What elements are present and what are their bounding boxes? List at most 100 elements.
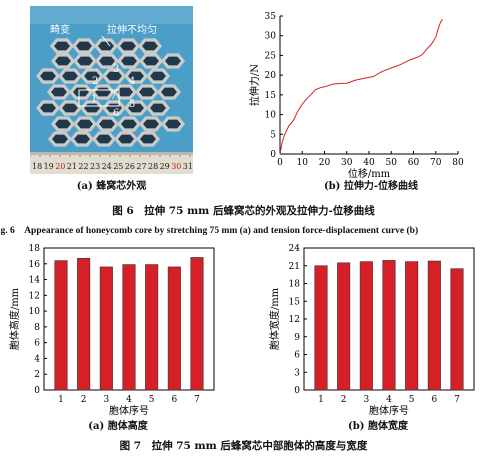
curve-y-tick-label: 30 [265,32,277,42]
cell-number-2: 2 [92,76,98,87]
honeycomb-cell [47,131,73,147]
label-warp: 畸变 [50,23,70,36]
honeycomb-photo: 18 19 20 21 22 23 24 25 26 27 28 29 30 31 畸变 拉伸不均匀 1 … [30,6,193,174]
bar-y-tick-label: 10 [29,307,41,317]
honeycomb-cell [160,116,186,132]
bar-y-tick-label: 18 [29,244,41,254]
honeycomb-cell [46,84,72,100]
honeycomb-cell [35,100,61,116]
bar-7 [450,268,464,391]
bar-7 [190,257,204,391]
honeycomb-cell [135,131,161,147]
curve-y-tick-label: 0 [270,150,276,160]
curve-x-tick-label: 70 [430,158,442,168]
honeycomb-cell [91,131,117,147]
bar-x-tick-label: 3 [103,395,109,405]
bar-x-tick-label: 7 [194,395,200,405]
figure6-caption-cn: 图 6 拉伸 75 mm 后蜂窝芯的外观及拉伸力-位移曲线 [112,205,375,217]
honeycomb-cell [112,84,138,100]
stretch-pointer [101,35,111,47]
bar-x-tick-label: 5 [409,395,415,405]
bar-x-tick-label: 4 [126,395,132,405]
curve-y-tick-label: 25 [265,51,277,61]
curve-axes: 0 10 20 30 40 50 60 70 80 0 5 10 15 20 25 30 35 [265,12,464,168]
bar-1 [54,260,68,391]
curve-x-axis-label: 位移/mm [348,167,391,178]
honeycomb-cell [138,53,164,69]
honeycomb-cell [69,131,95,147]
honeycomb-cell [35,68,61,84]
honeycomb-cell [116,116,142,132]
bar-y-tick-label: 24 [289,244,301,254]
bar-2 [337,262,351,391]
bar-y-tick-label: 0 [294,386,300,396]
ruler-number: 30 [171,162,181,171]
ruler-number: 28 [148,162,158,171]
bar-4 [382,260,396,391]
honeycomb-cell [145,100,171,116]
bar-3 [359,261,373,391]
bar-y-tick-label: 9 [294,333,300,343]
ruler-number: 18 [32,162,42,171]
ruler-number: 27 [136,162,146,171]
honeycomb-cell [49,38,75,54]
ruler-number: 29 [160,162,170,171]
honeycomb-cell [137,38,163,54]
ruler-number: 25 [113,162,123,171]
cell-number-4: 4 [129,76,135,87]
height-y-axis-label: 胞体高度/mm [8,287,21,350]
curve-x-tick-label: 80 [452,158,464,168]
cell-number-5: 5 [129,99,135,110]
bar-y-tick-label: 12 [29,291,40,301]
bar-1 [314,265,328,391]
ruler-number: 26 [125,162,135,171]
curve-x-tick-label: 30 [341,158,353,168]
curve-y-tick-label: 5 [270,130,276,140]
bar-y-tick-label: 4 [34,354,40,364]
honeycomb-cell [94,116,120,132]
bar-x-tick-label: 3 [363,395,369,405]
bar-y-tick-label: 6 [34,339,40,349]
honeycomb-cell [116,53,142,69]
bar-x-tick-label: 6 [431,395,437,405]
bar-6 [427,260,441,391]
bar-y-tick-label: 8 [34,323,40,333]
curve-y-axis-label: 拉伸力/N [248,64,261,106]
honeycomb-cell [115,38,141,54]
bar-5 [145,264,159,391]
cell-number-7: 7 [110,91,116,102]
curve-x-tick-label: 60 [408,158,420,168]
force-curve-line [279,18,443,155]
cell-number-3: 3 [113,64,119,75]
bar-x-tick-label: 6 [171,395,177,405]
bar-x-tick-label: 1 [58,395,64,405]
curve-y-tick-label: 15 [265,91,277,101]
honeycomb-cell [145,68,171,84]
honeycomb-cell [57,68,83,84]
width-caption: (b) 胞体宽度 [348,421,408,432]
bar-y-tick-label: 14 [29,276,41,286]
bar-4 [122,264,136,391]
bar-6 [167,266,181,391]
height-caption: (a) 胞体高度 [88,421,148,432]
cell-highlight-box [78,89,120,107]
curve-y-tick-label: 20 [265,71,277,81]
ruler-number: 19 [44,162,54,171]
photo-caption: (a) 蜂窝芯外观 [76,181,147,192]
bar-x-tick-label: 2 [341,395,347,405]
bar-x-tick-label: 4 [386,395,392,405]
figure6-caption-en: Fig. 6 Appearance of honeycomb core by s… [0,226,419,236]
honeycomb-cell [113,131,139,147]
honeycomb-cell [57,100,83,116]
bar-x-tick-label: 2 [81,395,87,405]
honeycomb-cell [50,53,76,69]
honeycomb-cell [50,116,76,132]
curve-x-tick-label: 40 [363,158,375,168]
curve-x-tick-label: 50 [386,158,398,168]
ruler-number: 21 [67,162,77,171]
honeycomb-cell [72,53,98,69]
bar-y-tick-label: 21 [289,262,300,272]
curve-x-tick-label: 10 [297,158,309,168]
bar-y-tick-label: 2 [34,370,40,380]
